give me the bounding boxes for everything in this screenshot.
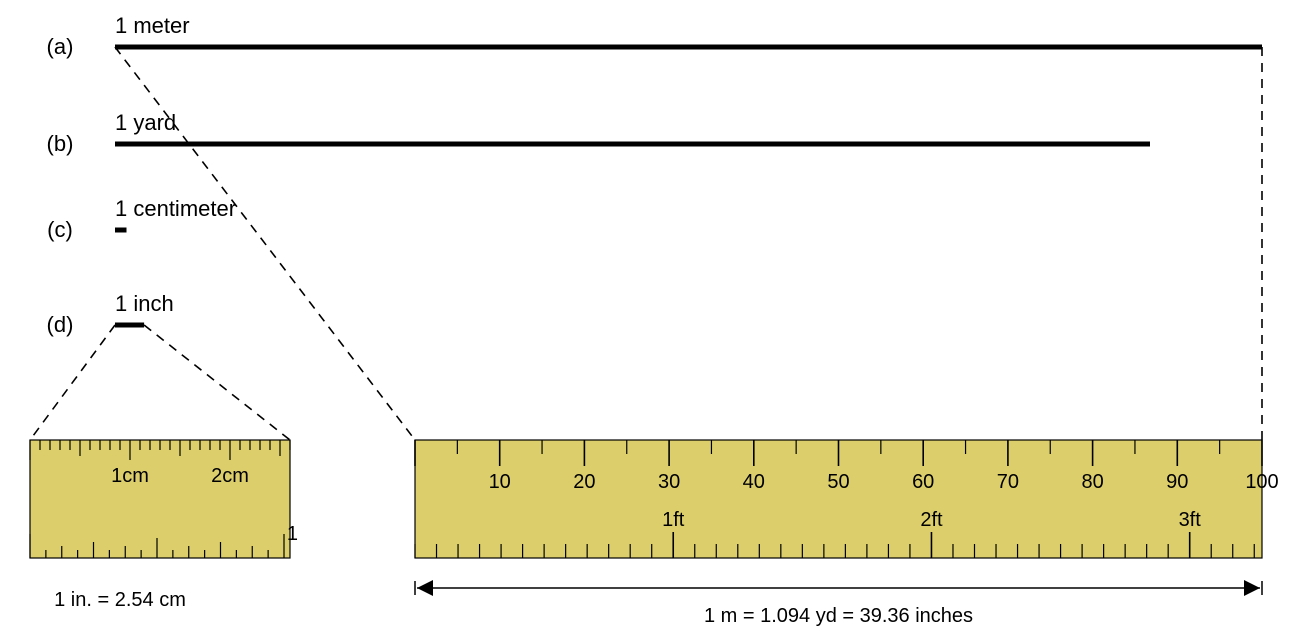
svg-text:50: 50 xyxy=(827,471,849,493)
svg-text:30: 30 xyxy=(658,471,680,493)
svg-text:40: 40 xyxy=(743,471,765,493)
row-label-c: 1 centimeter xyxy=(115,196,236,221)
svg-text:1ft: 1ft xyxy=(662,509,685,531)
svg-text:2ft: 2ft xyxy=(920,509,943,531)
row-letter-b: (b) xyxy=(47,131,74,156)
caption-small: 1 in. = 2.54 cm xyxy=(54,589,186,611)
svg-text:80: 80 xyxy=(1081,471,1103,493)
svg-text:70: 70 xyxy=(997,471,1019,493)
svg-text:3ft: 3ft xyxy=(1179,509,1202,531)
diagram-svg: (a) 1 meter (b) 1 yard (c) 1 centimeter (d) 1 i… xyxy=(0,0,1300,639)
svg-text:1cm: 1cm xyxy=(111,465,149,487)
svg-text:90: 90 xyxy=(1166,471,1188,493)
row-label-d: 1 inch xyxy=(115,291,174,316)
svg-text:100: 100 xyxy=(1245,471,1278,493)
svg-text:10: 10 xyxy=(489,471,511,493)
svg-text:1: 1 xyxy=(287,523,298,545)
row-letter-c: (c) xyxy=(47,217,73,242)
row-letter-a: (a) xyxy=(47,34,74,59)
caption-large: 1 m = 1.094 yd = 39.36 inches xyxy=(704,605,973,627)
row-label-b: 1 yard xyxy=(115,110,176,135)
row-letter-d: (d) xyxy=(47,312,74,337)
row-label-a: 1 meter xyxy=(115,13,190,38)
svg-text:2cm: 2cm xyxy=(211,465,249,487)
ruler-small: 1cm 2cm 1 xyxy=(30,440,298,558)
svg-text:20: 20 xyxy=(573,471,595,493)
svg-text:60: 60 xyxy=(912,471,934,493)
